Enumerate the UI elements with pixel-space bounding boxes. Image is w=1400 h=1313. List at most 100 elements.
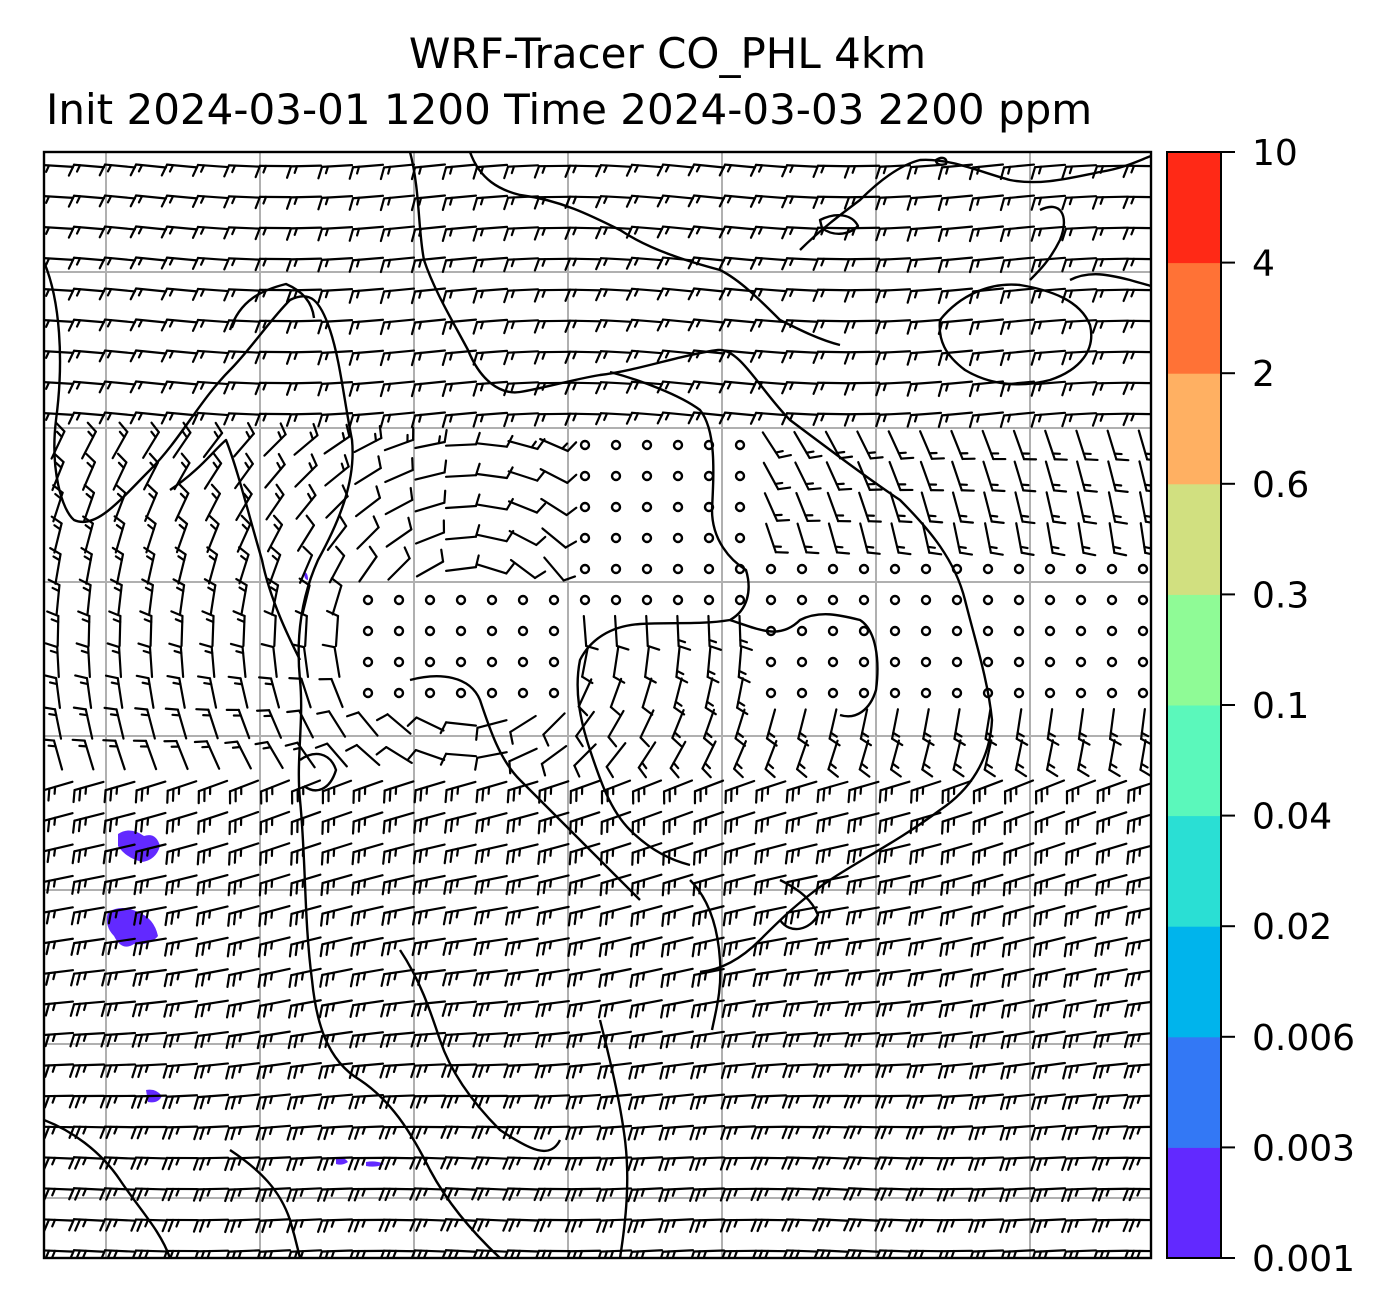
wind-barb: [1061, 1218, 1098, 1234]
wind-barb: [843, 257, 881, 272]
calm-wind-marker: [1137, 594, 1149, 606]
colorbar-tick-label: 0.006: [1252, 1018, 1355, 1059]
wind-barb: [843, 226, 881, 241]
wind-barb: [905, 1125, 943, 1140]
wind-barb: [99, 1125, 137, 1140]
wind-barb: [723, 842, 756, 866]
wind-barb: [197, 811, 229, 835]
wind-barb: [266, 577, 280, 616]
wind-barb: [410, 1249, 447, 1258]
wind-barb: [439, 752, 478, 766]
wind-barb: [656, 349, 695, 363]
wind-barb: [875, 1249, 912, 1258]
wind-barb: [749, 318, 788, 332]
wind-barb: [936, 1187, 974, 1202]
wind-barb: [627, 1093, 664, 1111]
colorbar-tick-label: 0.6: [1252, 465, 1309, 506]
wind-barb: [441, 411, 478, 429]
calm-wind-marker: [765, 656, 777, 668]
wind-barb: [625, 256, 664, 270]
wind-barb: [410, 1000, 447, 1018]
wind-barb: [98, 318, 137, 332]
wind-barb: [317, 1093, 354, 1110]
wind-barb: [101, 937, 136, 957]
calm-wind-marker: [734, 594, 746, 606]
wind-barb: [348, 287, 385, 304]
wind-barb: [701, 740, 717, 779]
wind-barb: [968, 1124, 1005, 1141]
calm-wind-marker: [796, 656, 808, 668]
wind-barb: [1062, 1062, 1097, 1080]
wind-barb: [999, 1218, 1036, 1234]
wind-barb: [348, 225, 385, 242]
wind-barb: [472, 287, 509, 304]
wind-barb: [625, 411, 664, 425]
wind-barb: [875, 1000, 912, 1018]
wind-barb: [661, 873, 694, 897]
wind-barb: [692, 842, 725, 866]
calm-wind-marker: [703, 470, 715, 482]
wind-barb: [44, 642, 60, 679]
wind-barb: [969, 1030, 1004, 1049]
coastline: [934, 156, 948, 166]
wind-barb: [503, 226, 540, 242]
wind-barb: [607, 709, 625, 748]
wind-barb: [379, 1249, 416, 1258]
wind-barb: [441, 194, 478, 212]
wind-barb: [260, 643, 278, 679]
wind-barb: [875, 350, 912, 366]
wind-barb: [656, 318, 695, 332]
wind-barb: [67, 318, 106, 332]
wind-barb: [75, 642, 91, 679]
wind-barb: [720, 1062, 757, 1080]
wind-barb: [411, 906, 446, 926]
calm-wind-marker: [579, 532, 591, 544]
wind-barb: [1092, 1062, 1129, 1080]
calm-wind-marker: [393, 656, 405, 668]
wind-barb: [905, 1218, 943, 1233]
wind-barb: [69, 1063, 106, 1078]
wind-barb: [718, 287, 757, 301]
wind-barb: [475, 719, 508, 741]
wind-barb: [320, 905, 353, 927]
calm-wind-marker: [579, 563, 591, 575]
wind-barb: [508, 529, 547, 547]
wind-barb: [294, 453, 318, 488]
wind-barb: [906, 318, 943, 335]
wind-barb: [781, 164, 819, 178]
wind-barb: [1093, 999, 1128, 1019]
wind-barb: [255, 1124, 292, 1141]
wind-barb: [441, 318, 478, 336]
wind-barb: [751, 1249, 788, 1258]
wind-barb: [533, 1156, 571, 1171]
wind-barb: [859, 708, 873, 747]
wind-barb: [1061, 195, 1098, 211]
wind-barb: [751, 1094, 788, 1110]
wind-barb: [325, 484, 349, 519]
wind-barb: [1107, 491, 1128, 525]
wind-barb: [503, 350, 540, 366]
wind-barb: [160, 349, 199, 363]
wind-barb: [410, 1063, 447, 1079]
wind-barb: [44, 843, 74, 864]
wind-barb: [1001, 936, 1035, 958]
wind-barb: [707, 614, 723, 651]
wind-barb: [1030, 287, 1067, 304]
tracer-patch: [336, 1157, 348, 1165]
wind-barb: [844, 1031, 881, 1048]
wind-barb: [173, 452, 191, 491]
wind-barb: [781, 1094, 819, 1109]
wind-barb: [67, 256, 106, 270]
wind-barb: [505, 906, 539, 926]
wind-barb: [320, 873, 353, 897]
wind-barb: [951, 491, 974, 524]
coastline: [44, 1118, 172, 1258]
wind-barb: [704, 677, 717, 716]
wind-barb: [999, 287, 1036, 305]
wind-barb: [254, 740, 284, 770]
wind-barb: [662, 810, 694, 836]
wind-barb: [130, 1156, 168, 1170]
wind-barb: [170, 610, 184, 648]
wind-barb: [936, 1218, 974, 1233]
wind-barb: [738, 614, 753, 651]
